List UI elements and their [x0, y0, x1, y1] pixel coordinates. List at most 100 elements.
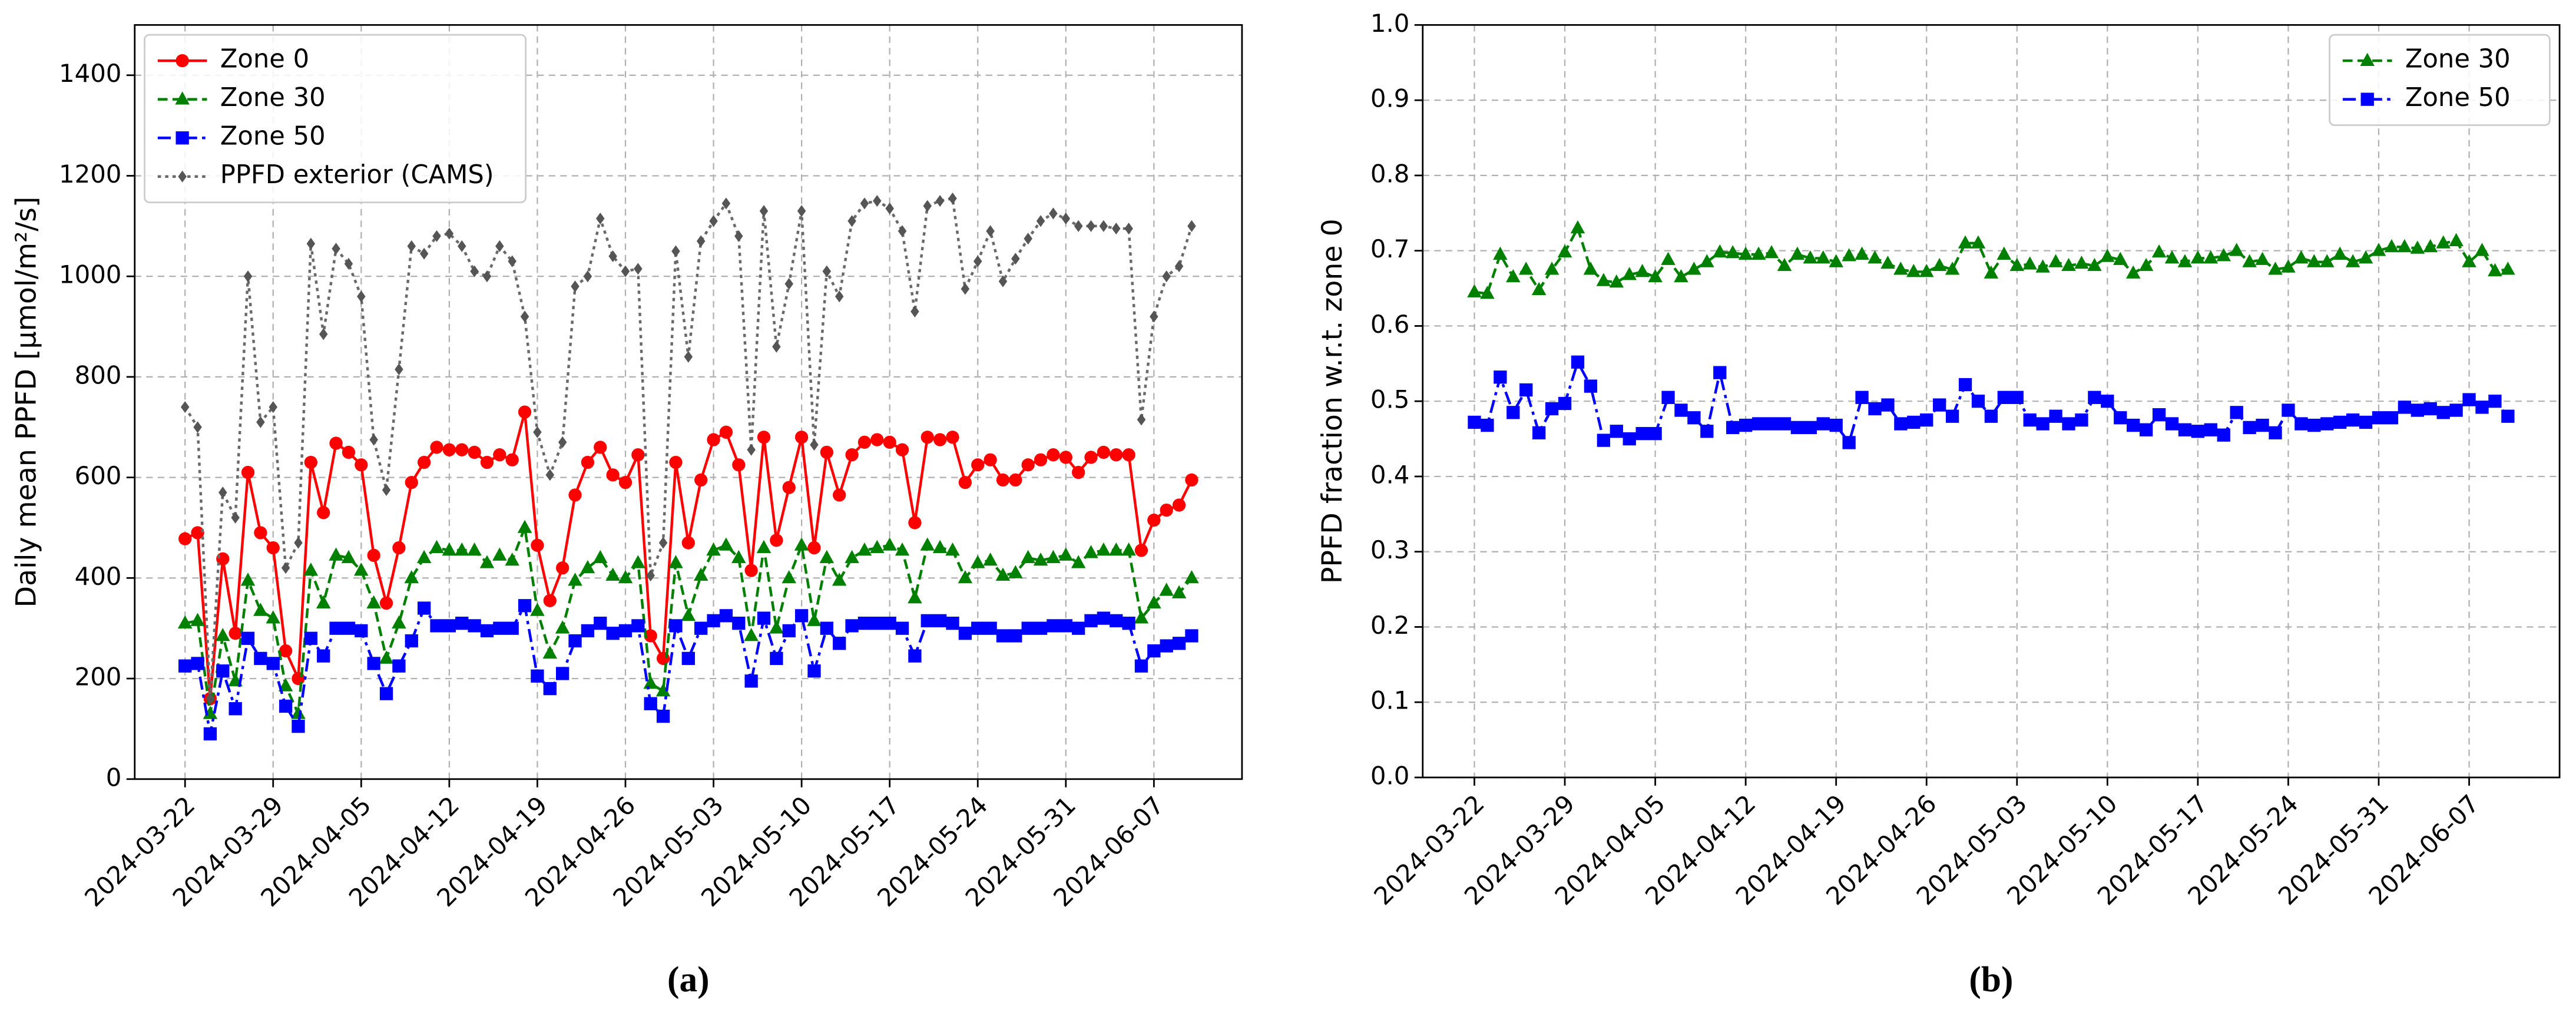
chart-panel: 0.00.10.20.30.40.50.60.70.80.91.02024-03… — [1316, 9, 2561, 1000]
marker — [1024, 233, 1032, 245]
marker — [996, 473, 1010, 487]
marker — [898, 225, 907, 237]
y-tick-label: 0.6 — [1370, 310, 1410, 339]
marker — [933, 614, 947, 628]
marker — [1907, 415, 1921, 429]
marker — [958, 570, 973, 584]
marker — [354, 562, 369, 576]
marker — [644, 697, 657, 710]
marker — [1635, 264, 1650, 277]
marker — [495, 240, 504, 253]
marker — [2333, 415, 2347, 429]
marker — [253, 603, 268, 616]
marker — [329, 621, 343, 635]
marker — [303, 562, 319, 576]
marker — [668, 555, 683, 568]
y-tick-label: 0.0 — [1370, 761, 1410, 790]
marker — [392, 659, 406, 673]
marker — [2462, 393, 2476, 406]
marker — [1074, 220, 1083, 232]
marker — [719, 425, 733, 439]
marker — [1738, 246, 1753, 260]
marker — [467, 542, 482, 556]
marker — [1021, 550, 1035, 564]
marker — [1071, 621, 1085, 635]
marker — [971, 458, 985, 472]
marker — [2255, 251, 2270, 265]
marker — [744, 564, 758, 577]
marker — [505, 552, 519, 566]
marker — [241, 631, 255, 645]
marker — [1635, 426, 1649, 441]
marker — [2282, 403, 2295, 417]
marker — [379, 687, 393, 700]
marker — [908, 516, 922, 529]
marker — [278, 678, 293, 691]
marker — [1584, 379, 1598, 393]
marker — [819, 550, 835, 564]
marker — [2243, 421, 2256, 435]
legend-box — [2329, 34, 2551, 126]
marker — [669, 619, 683, 633]
marker — [1726, 421, 1740, 435]
marker — [429, 540, 444, 554]
marker — [1480, 286, 1495, 299]
marker — [644, 629, 657, 643]
marker — [2411, 403, 2424, 417]
marker — [1058, 547, 1074, 561]
marker — [1110, 448, 1123, 462]
marker — [1150, 310, 1158, 323]
marker — [923, 200, 932, 212]
marker — [1958, 235, 1973, 249]
y-tick-label: 0 — [106, 763, 122, 792]
marker — [1661, 251, 1676, 265]
marker — [2488, 395, 2502, 408]
marker — [1008, 565, 1023, 578]
marker — [243, 270, 253, 283]
marker — [832, 572, 847, 586]
marker — [935, 195, 945, 207]
marker — [367, 657, 380, 670]
marker — [279, 699, 293, 713]
marker — [1481, 418, 1494, 432]
marker — [482, 270, 492, 283]
y-tick-label: 1400 — [59, 59, 121, 88]
marker — [757, 431, 771, 444]
y-axis-label: PPFD fraction w.r.t. zone 0 — [1316, 219, 1349, 584]
marker — [1571, 355, 1585, 369]
marker — [2436, 235, 2451, 249]
marker — [1099, 220, 1108, 232]
y-tick-label: 0.9 — [1370, 84, 1410, 113]
marker — [417, 601, 431, 615]
marker — [571, 280, 580, 293]
marker — [2423, 402, 2437, 416]
marker — [895, 542, 910, 556]
marker — [1816, 417, 1830, 431]
marker — [266, 541, 280, 555]
y-tick-label: 800 — [75, 360, 122, 389]
marker — [1777, 417, 1792, 431]
marker — [1713, 366, 1727, 379]
y-tick-label: 0.7 — [1370, 234, 1410, 263]
marker — [2371, 243, 2386, 256]
marker — [1842, 248, 1856, 262]
marker — [2475, 243, 2489, 256]
marker — [416, 550, 432, 564]
marker — [1134, 544, 1148, 557]
marker — [794, 609, 809, 623]
marker — [2190, 250, 2206, 264]
marker — [1777, 257, 1792, 272]
marker — [216, 628, 230, 641]
marker — [508, 255, 516, 267]
marker — [193, 421, 202, 433]
marker — [206, 693, 215, 705]
marker — [357, 290, 366, 303]
marker — [606, 627, 620, 640]
marker — [2113, 251, 2128, 265]
marker — [1945, 262, 1960, 275]
marker — [1187, 220, 1196, 232]
marker — [606, 468, 620, 482]
marker — [379, 650, 394, 664]
marker — [921, 431, 934, 444]
marker — [1033, 552, 1048, 566]
